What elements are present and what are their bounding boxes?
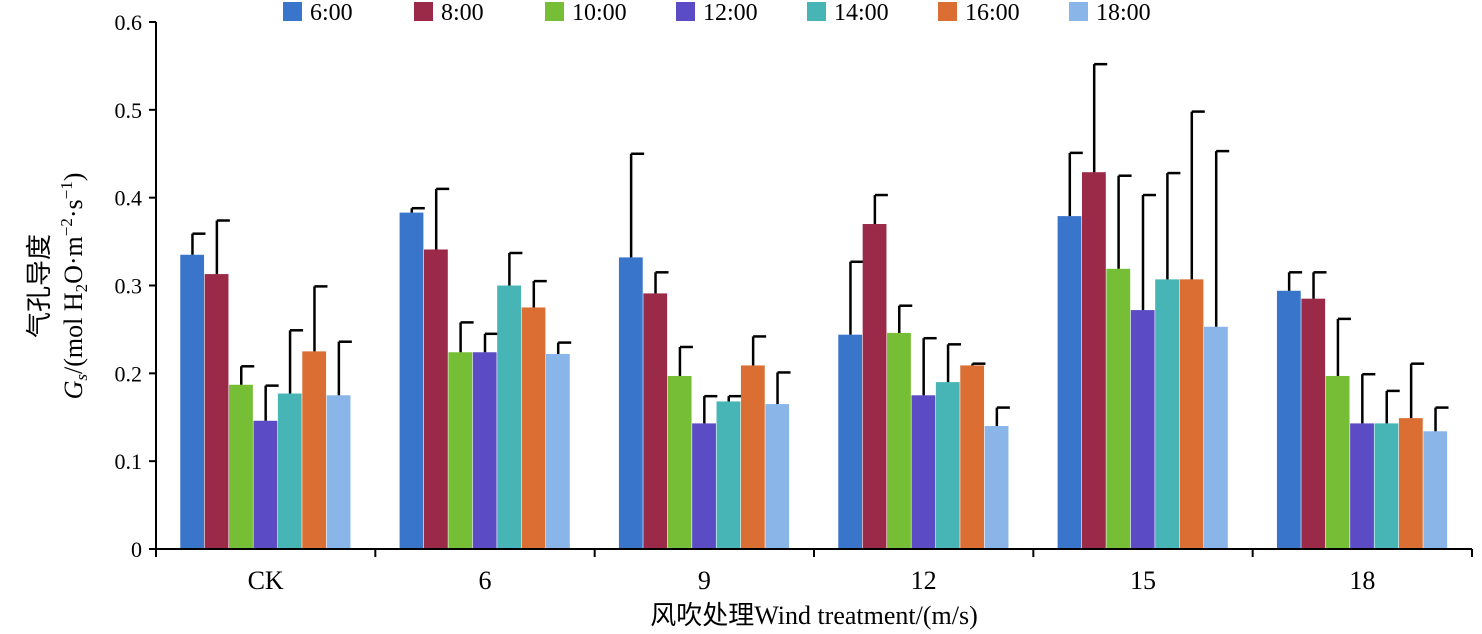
bar [180, 254, 205, 549]
y-tick-label: 0.5 [115, 98, 143, 123]
bar [1130, 310, 1155, 549]
bar [277, 393, 302, 549]
bar [692, 423, 716, 549]
bar [1082, 172, 1106, 549]
legend-label: 18:00 [1096, 0, 1151, 26]
legend-swatch [807, 2, 826, 21]
legend-swatch [938, 2, 957, 21]
bar [1423, 431, 1448, 549]
x-tick-label: 6 [479, 566, 492, 595]
y-tick-label: 0.6 [115, 10, 143, 35]
y-units-s: ·s [59, 199, 88, 218]
legend-swatch [283, 2, 302, 21]
y-units-exp2: −1 [57, 181, 76, 199]
y-symbol-sub: s [72, 374, 91, 381]
y-tick-label: 0 [131, 537, 142, 562]
bar [887, 332, 911, 549]
bar [253, 420, 278, 549]
y-tick-label: 0.4 [115, 186, 143, 211]
legend-label: 14:00 [834, 0, 889, 26]
bar [497, 285, 521, 549]
bar [984, 426, 1009, 549]
bar [1057, 216, 1082, 549]
bar [229, 384, 253, 549]
x-axis-title: 风吹处理Wind treatment/(m/s) [650, 601, 978, 630]
legend-swatch [676, 2, 695, 21]
y-ticks: 0 0.1 0.2 0.3 0.4 0.5 0.6 [115, 10, 156, 562]
y-axis-title: 气孔导度 Gs/(mol H2O·m−2·s−1) [25, 173, 91, 400]
y-units-mid: O·m [59, 236, 88, 284]
legend-label: 16:00 [965, 0, 1020, 26]
bar [521, 307, 546, 549]
bar [448, 352, 473, 549]
y-axis-title-units: Gs/(mol H2O·m−2·s−1) [57, 173, 91, 400]
bar [1398, 418, 1423, 549]
bar [716, 401, 741, 549]
legend-swatch [414, 2, 433, 21]
legend-label: 8:00 [441, 0, 484, 26]
y-units-prefix: /(mol H [59, 292, 88, 374]
legend-label: 10:00 [572, 0, 627, 26]
bar [1204, 326, 1228, 549]
legend-label: 6:00 [310, 0, 353, 26]
y-symbol: G [59, 380, 88, 399]
bar [911, 395, 936, 549]
bar [472, 352, 497, 549]
x-tick-label: 15 [1130, 566, 1156, 595]
bar [302, 351, 327, 549]
x-tick-label: CK [248, 566, 284, 595]
axes [155, 22, 1472, 550]
bar [935, 382, 960, 549]
bar [1325, 375, 1350, 549]
bar [838, 334, 863, 549]
legend-swatch [545, 2, 564, 21]
bar [1350, 423, 1374, 549]
y-units-exp1: −2 [57, 218, 76, 236]
y-tick-label: 0.2 [115, 361, 143, 386]
legend: 6:00 8:00 10:00 12:00 14:00 16:00 18:00 [283, 0, 1151, 26]
x-ticks: CK 6 9 12 15 18 [155, 549, 1473, 595]
bar [643, 293, 668, 549]
y-axis-title-cn: 气孔导度 [25, 234, 54, 338]
bar [1155, 279, 1179, 549]
bar [204, 274, 229, 549]
bar [1179, 279, 1204, 549]
bar [765, 404, 790, 549]
bar [740, 365, 765, 549]
bar [960, 365, 985, 549]
bar [1106, 268, 1131, 549]
y-tick-label: 0.3 [115, 274, 143, 299]
bar [1301, 298, 1326, 549]
legend-swatch [1069, 2, 1088, 21]
y-units-h2o-sub: 2 [72, 284, 91, 293]
bar [424, 249, 448, 549]
x-tick-label: 9 [698, 566, 711, 595]
y-units-close: ) [59, 173, 88, 182]
bar [862, 224, 887, 549]
y-tick-label: 0.1 [115, 449, 143, 474]
x-tick-label: 12 [911, 566, 937, 595]
bar [1374, 423, 1399, 549]
bar [1276, 290, 1301, 549]
legend-label: 12:00 [703, 0, 758, 26]
bar [618, 257, 643, 549]
bar [326, 395, 351, 549]
x-tick-label: 18 [1349, 566, 1375, 595]
bar [546, 354, 570, 549]
bar [667, 375, 692, 549]
bars-layer [180, 62, 1449, 549]
bar [399, 212, 424, 549]
